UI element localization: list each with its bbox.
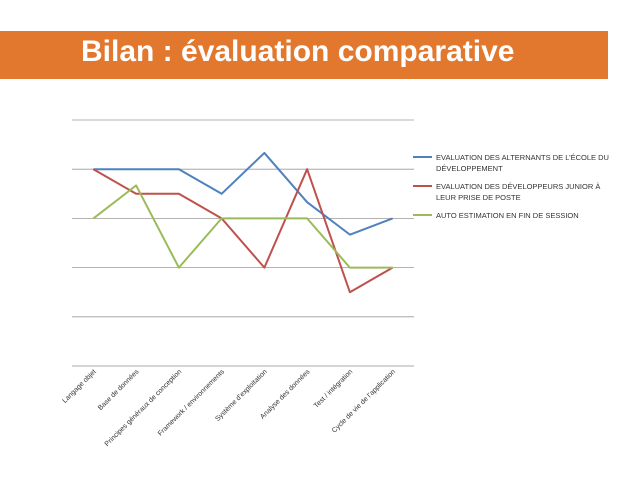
series-line: [93, 151, 393, 236]
legend-label: DÉVELOPPEMENT: [436, 164, 503, 173]
title-bar: Bilan : évaluation comparative: [0, 31, 608, 79]
x-tick-label: Base de données: [97, 368, 141, 412]
legend-label: AUTO ESTIMATION EN FIN DE SESSION: [436, 211, 579, 220]
legend-label: EVALUATION DES ALTERNANTS DE L’ÉCOLE DU: [436, 153, 609, 162]
series-line: [92, 184, 393, 269]
x-tick-label: Analyse des données: [259, 368, 312, 421]
x-tick-label: Principes généraux de conception: [104, 368, 184, 448]
series-lines: [92, 151, 394, 294]
x-tick-label: Langage objet: [61, 368, 97, 404]
legend-label: EVALUATION DES DÉVELOPPEURS JUNIOR À: [436, 182, 600, 191]
legend: EVALUATION DES ALTERNANTS DE L’ÉCOLE DU D…: [413, 153, 609, 220]
legend-label: LEUR PRISE DE POSTE: [436, 193, 521, 202]
slide-title: Bilan : évaluation comparative: [81, 35, 515, 68]
series-line: [92, 168, 394, 294]
x-tick-label: Test / intégration: [313, 368, 354, 409]
